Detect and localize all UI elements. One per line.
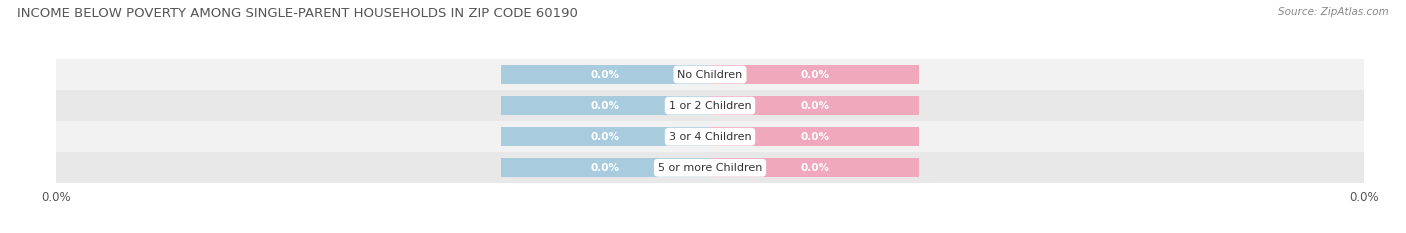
Bar bbox=[710, 96, 920, 115]
Bar bbox=[501, 65, 710, 84]
Text: 1 or 2 Children: 1 or 2 Children bbox=[669, 101, 751, 111]
Bar bbox=[501, 96, 710, 115]
Bar bbox=[501, 158, 710, 177]
Bar bbox=[710, 158, 920, 177]
Text: 0.0%: 0.0% bbox=[591, 70, 620, 79]
Bar bbox=[56, 152, 1364, 183]
Text: 0.0%: 0.0% bbox=[800, 101, 830, 111]
Text: Source: ZipAtlas.com: Source: ZipAtlas.com bbox=[1278, 7, 1389, 17]
Text: 0.0%: 0.0% bbox=[800, 132, 830, 142]
Bar bbox=[56, 59, 1364, 90]
Text: 0.0%: 0.0% bbox=[800, 70, 830, 79]
Bar bbox=[710, 65, 920, 84]
Text: 0.0%: 0.0% bbox=[591, 163, 620, 173]
Text: 5 or more Children: 5 or more Children bbox=[658, 163, 762, 173]
Text: No Children: No Children bbox=[678, 70, 742, 79]
Bar bbox=[56, 121, 1364, 152]
Text: 3 or 4 Children: 3 or 4 Children bbox=[669, 132, 751, 142]
Text: 0.0%: 0.0% bbox=[800, 163, 830, 173]
Bar bbox=[710, 127, 920, 146]
Text: INCOME BELOW POVERTY AMONG SINGLE-PARENT HOUSEHOLDS IN ZIP CODE 60190: INCOME BELOW POVERTY AMONG SINGLE-PARENT… bbox=[17, 7, 578, 20]
Bar bbox=[501, 127, 710, 146]
Bar bbox=[56, 90, 1364, 121]
Text: 0.0%: 0.0% bbox=[591, 132, 620, 142]
Text: 0.0%: 0.0% bbox=[591, 101, 620, 111]
